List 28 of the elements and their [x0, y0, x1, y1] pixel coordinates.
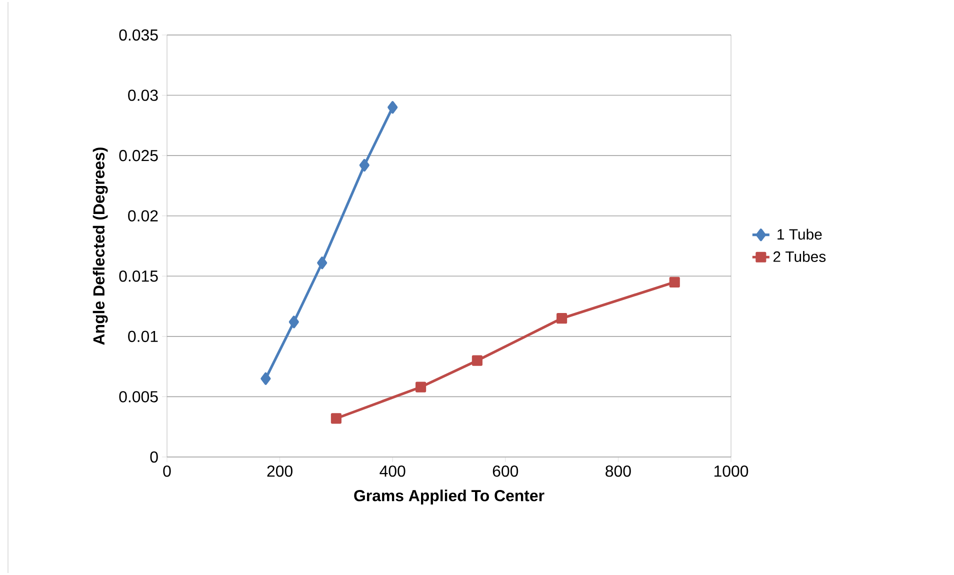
y-tick-label: 0.005: [119, 391, 158, 402]
point: [317, 256, 328, 270]
point: [388, 101, 398, 114]
point: [288, 316, 299, 328]
y-tick-label: 0.03: [128, 90, 158, 101]
point: [669, 276, 680, 288]
x-tick-label: 800: [606, 466, 631, 477]
point: [359, 158, 370, 172]
x-tick-label: 200: [267, 466, 292, 477]
y-axis-title: Angle Deflected (Degrees): [92, 148, 108, 345]
y-tick-label: 0.025: [119, 150, 158, 162]
point: [260, 372, 271, 385]
y-tick-label: 0.035: [119, 29, 158, 41]
point: [416, 382, 426, 392]
point: [556, 313, 568, 324]
x-axis-title: Grams Applied To Center: [354, 490, 544, 504]
y-tick-label: 0.015: [119, 270, 158, 282]
x-tick-label: 400: [380, 466, 406, 477]
legend-label: 1 Tube: [778, 228, 822, 240]
x-tick-label: 600: [492, 466, 518, 477]
y-tick-label: 0: [150, 451, 158, 463]
legend-label: 2 Tubes: [773, 250, 826, 262]
y-tick-label: 0.02: [128, 210, 158, 222]
x-tick-label: 0: [163, 466, 171, 477]
point: [472, 355, 482, 366]
point: [330, 413, 342, 424]
y-tick-label: 0.01: [128, 330, 158, 342]
x-tick-label: 1000: [714, 466, 748, 477]
